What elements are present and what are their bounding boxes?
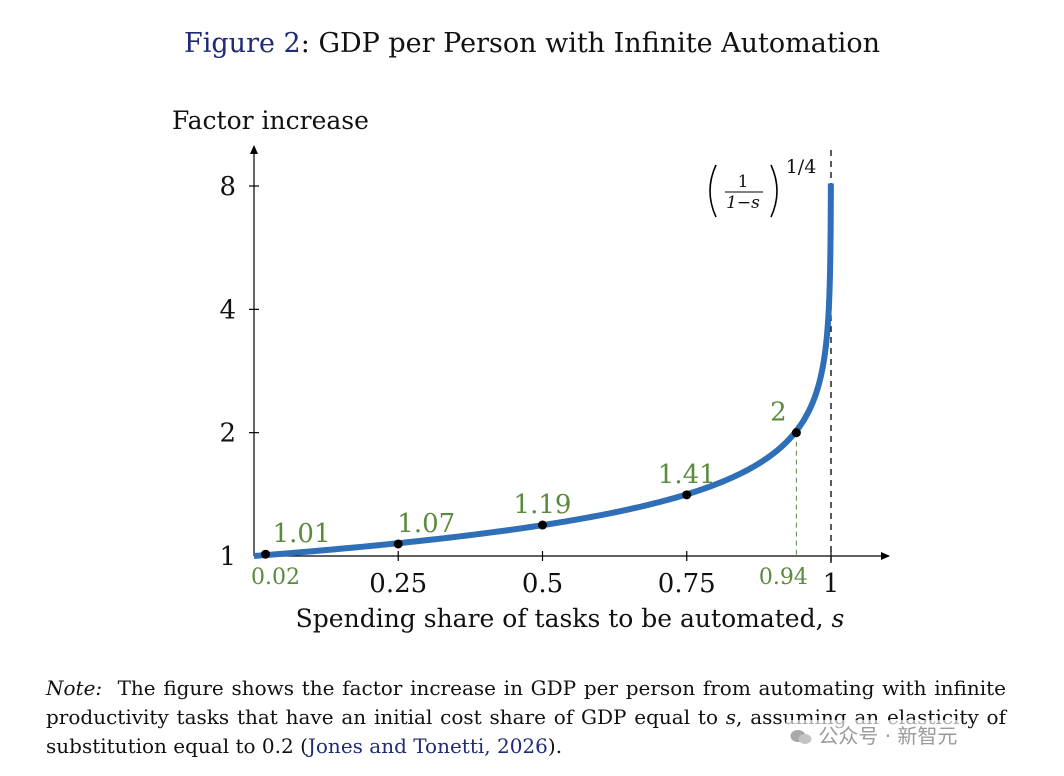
x-axis-label-variable: s — [831, 604, 844, 633]
note-variable: s — [725, 705, 737, 729]
y-tick-label: 1 — [219, 542, 236, 572]
data-point — [261, 549, 271, 559]
data-label: 1.41 — [658, 460, 716, 490]
note-text-after: , assuming an elasticity of substitution… — [46, 705, 1006, 758]
x-tick-label: 0.5 — [522, 569, 563, 599]
watermark: 公众号 · 新智元 — [786, 720, 962, 749]
wechat-icon — [790, 730, 812, 744]
x-tick-label: 1 — [823, 569, 840, 599]
note-close: ). — [547, 734, 563, 758]
citation-separator: , — [484, 734, 497, 758]
formula-left-paren — [709, 164, 717, 218]
figure-title: Figure 2: GDP per Person with Infinite A… — [0, 28, 1064, 59]
note-text-before: The figure shows the factor increase in … — [46, 676, 1006, 729]
formula-annotation: 11−s 1/4 — [709, 156, 817, 218]
citation-link[interactable]: Jones and Tonetti, 2026 — [308, 734, 548, 758]
figure-number: Figure 2 — [184, 28, 301, 59]
x-highlight-label: 0.02 — [251, 565, 300, 590]
x-highlight-label: 0.94 — [759, 565, 808, 590]
data-point — [393, 539, 403, 549]
citation-authors[interactable]: Jones and Tonetti — [307, 734, 485, 758]
x-tick-label: 0.25 — [369, 569, 427, 599]
figure-title-text: GDP per Person with Infinite Automation — [318, 28, 880, 59]
data-label: 1.01 — [273, 519, 331, 549]
data-point — [791, 428, 801, 438]
y-axis-label: Factor increase — [172, 106, 369, 135]
formula-exponent: 1/4 — [786, 156, 817, 178]
data-point — [538, 520, 547, 530]
data-point — [682, 490, 692, 500]
note-label: Note: — [46, 676, 103, 700]
citation-year[interactable]: 2026 — [496, 734, 548, 758]
chart: 1 2 4 8 0.25 0.5 0.75 1 0.02 0.94 1.01 1.07 1.19 1.41… — [172, 106, 890, 633]
formula-denominator: 1−s — [726, 193, 760, 213]
x-tick-label: 0.75 — [658, 569, 716, 599]
figure-title-colon: : — [300, 28, 310, 59]
x-axis-label-text: Spending share of tasks to be automated, — [296, 604, 832, 633]
y-tick-label: 2 — [219, 419, 236, 449]
formula-numerator: 1 — [738, 172, 749, 192]
x-axis-label: Spending share of tasks to be automated,… — [296, 604, 845, 633]
data-label: 2 — [770, 398, 787, 428]
figure-note: Note: The figure shows the factor increa… — [46, 674, 1006, 761]
y-tick-label: 4 — [219, 295, 236, 325]
y-tick-label: 8 — [219, 172, 236, 202]
data-label: 1.07 — [397, 509, 455, 539]
watermark-text: 公众号 · 新智元 — [818, 724, 958, 748]
data-label: 1.19 — [514, 490, 572, 520]
formula-right-paren — [770, 164, 778, 218]
